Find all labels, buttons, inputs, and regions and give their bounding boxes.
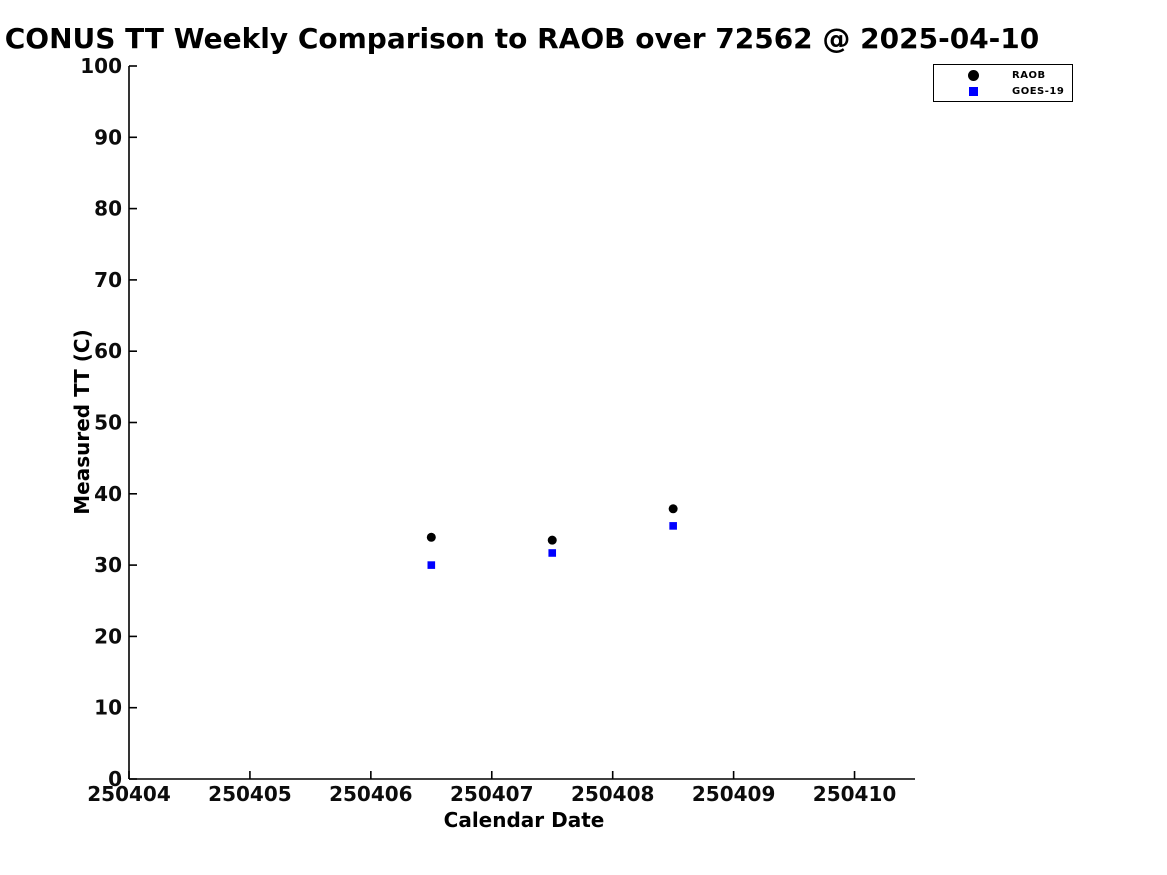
legend-label-goes19: GOES-19: [1012, 85, 1065, 97]
x-tick-label: 250407: [450, 782, 534, 806]
y-tick-label: 60: [94, 339, 122, 363]
x-tick-label: 250405: [208, 782, 292, 806]
legend-label-raob: RAOB: [1012, 69, 1046, 81]
y-tick-label: 90: [94, 125, 122, 149]
legend: RAOB GOES-19: [933, 64, 1073, 102]
x-tick-label: 250406: [329, 782, 413, 806]
y-tick-label: 100: [80, 54, 122, 78]
y-tick-label: 0: [108, 767, 122, 791]
y-tick-label: 20: [94, 624, 122, 648]
y-tick-label: 70: [94, 268, 122, 292]
data-point-raob: [426, 532, 436, 542]
y-tick-label: 10: [94, 696, 122, 720]
x-tick-label: 250410: [813, 782, 897, 806]
x-tick-label: 250409: [692, 782, 776, 806]
goes19-square-marker-icon: [968, 86, 978, 96]
y-tick-label: 80: [94, 197, 122, 221]
legend-item-goes19: GOES-19: [934, 84, 1072, 99]
data-point-raob: [547, 535, 557, 545]
y-tick-label: 40: [94, 482, 122, 506]
x-axis-label: Calendar Date: [443, 808, 605, 832]
y-tick-label: 30: [94, 553, 122, 577]
chart-title: CONUS TT Weekly Comparison to RAOB over …: [4, 22, 1040, 55]
legend-marker-cell: [934, 69, 1012, 81]
legend-marker-cell: [934, 86, 1012, 96]
raob-circle-marker-icon: [967, 69, 979, 81]
x-tick-label: 250408: [571, 782, 655, 806]
legend-item-raob: RAOB: [934, 68, 1072, 83]
x-tick-label: 250404: [87, 782, 171, 806]
data-point-goes-19: [427, 561, 436, 569]
data-point-goes-19: [669, 522, 677, 530]
data-point-raob: [668, 504, 678, 514]
y-tick-label: 50: [94, 411, 122, 435]
data-point-goes-19: [548, 549, 557, 557]
